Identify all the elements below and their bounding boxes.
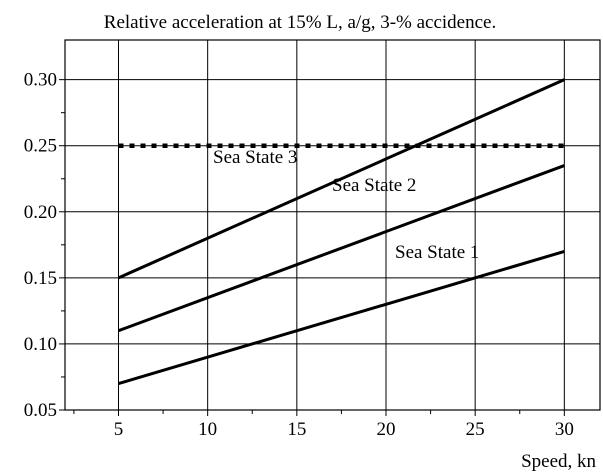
x-tick-label: 15 xyxy=(287,419,306,440)
grid xyxy=(65,40,600,411)
series-label: Sea State 2 xyxy=(332,175,416,196)
x-tick-label: 5 xyxy=(114,419,124,440)
x-axis-label: Speed, kn xyxy=(521,451,596,472)
y-tick-label: 0.05 xyxy=(24,400,57,421)
series-layer xyxy=(117,78,565,386)
series-line-1 xyxy=(117,78,565,280)
x-axis: 5 10 15 20 25 30 xyxy=(73,410,574,440)
series-label: Sea State 3 xyxy=(213,147,297,168)
series-label: Sea State 1 xyxy=(395,242,479,263)
y-axis: 0.05 0.10 0.15 0.20 0.25 0.30 xyxy=(24,70,65,421)
x-tick-label: 10 xyxy=(198,419,217,440)
y-tick-label: 0.20 xyxy=(24,202,57,223)
y-tick-label: 0.25 xyxy=(24,136,57,157)
series-line-3 xyxy=(118,249,565,386)
y-tick-label: 0.10 xyxy=(24,334,57,355)
plot-frame xyxy=(64,39,601,411)
x-tick-label: 30 xyxy=(555,419,574,440)
series-line-2 xyxy=(117,164,565,333)
x-tick-label: 20 xyxy=(377,419,396,440)
y-tick-label: 0.15 xyxy=(24,268,57,289)
y-tick-label: 0.30 xyxy=(24,70,57,91)
x-tick-label: 25 xyxy=(466,419,485,440)
series-labels: Sea State 3 Sea State 2 Sea State 1 xyxy=(213,147,479,263)
chart-title: Relative acceleration at 15% L, a/g, 3-%… xyxy=(104,12,496,33)
